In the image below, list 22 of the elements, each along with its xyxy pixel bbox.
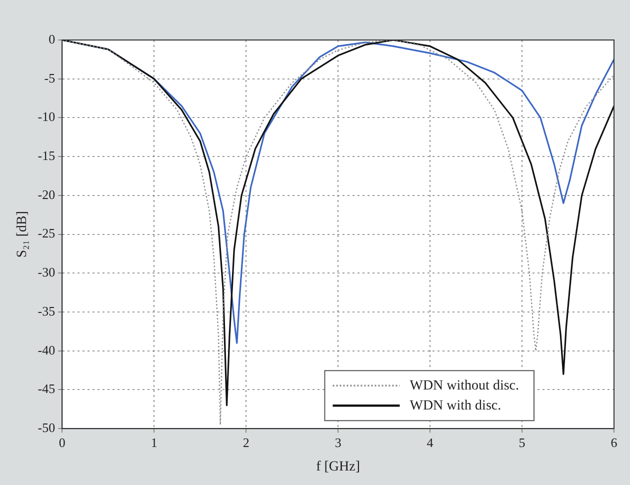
y-tick-label: -10 — [38, 109, 56, 124]
x-tick-label: 0 — [58, 434, 66, 450]
x-tick-label: 5 — [518, 434, 526, 450]
y-tick-label: -20 — [38, 186, 56, 202]
x-tick-label: 6 — [610, 434, 618, 450]
y-tick-label: -5 — [44, 70, 56, 86]
x-tick-label: 1 — [150, 434, 158, 450]
y-tick-label: 0 — [48, 31, 56, 46]
x-tick-label: 2 — [242, 434, 250, 450]
y-tick-label: -30 — [38, 264, 56, 280]
y-tick-label: -45 — [38, 381, 56, 396]
x-axis-title: f [GHz] — [316, 459, 360, 474]
legend-label: WDN with disc. — [410, 398, 502, 414]
legend-label: WDN without disc. — [410, 378, 519, 394]
y-axis-title: S₂₁ [dB] — [15, 210, 30, 258]
y-tick-label: -35 — [38, 303, 56, 318]
x-tick-label: 3 — [334, 434, 342, 450]
y-tick-label: -40 — [38, 342, 56, 358]
y-tick-label: -15 — [38, 148, 56, 163]
y-tick-label: -25 — [38, 226, 56, 241]
y-tick-label: -50 — [38, 420, 56, 436]
x-tick-label: 4 — [426, 434, 434, 450]
